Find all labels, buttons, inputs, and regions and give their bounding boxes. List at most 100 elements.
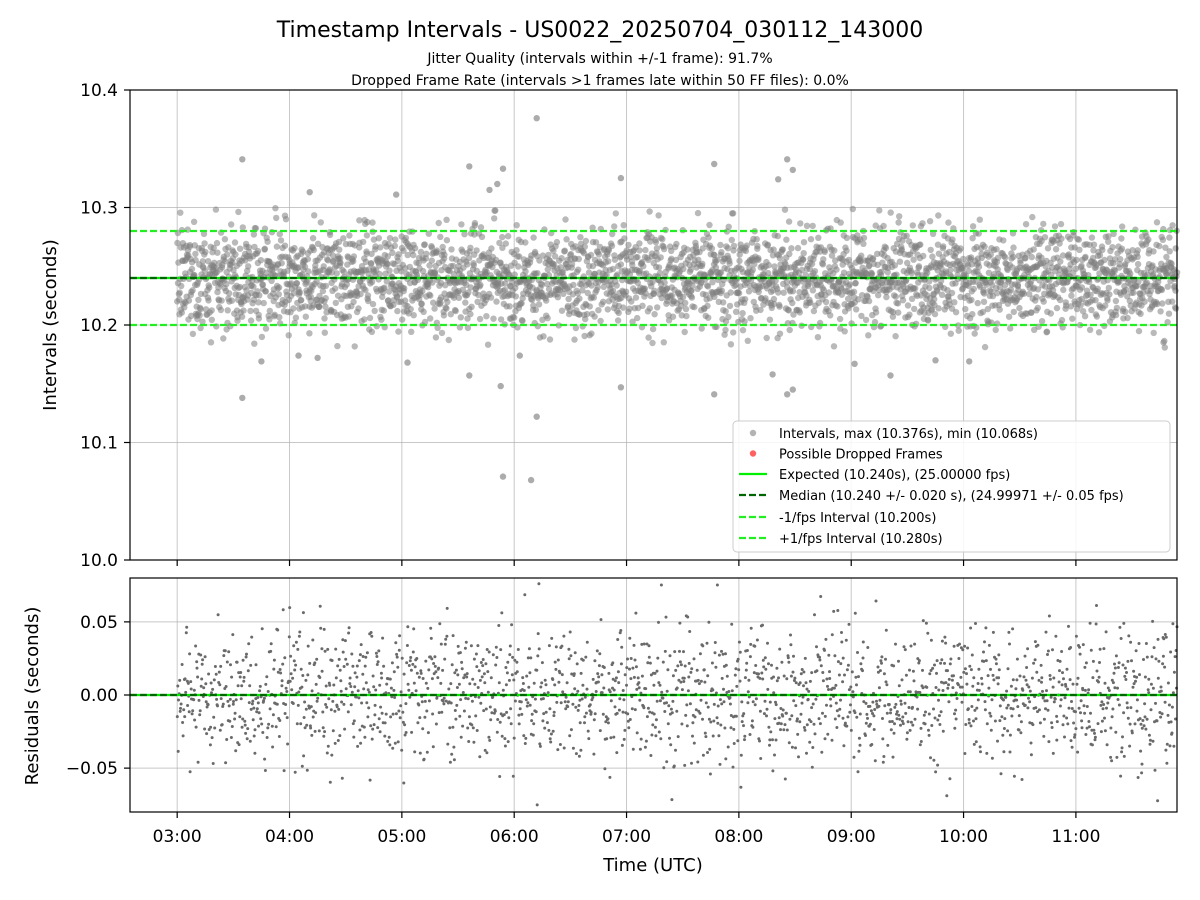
residual-point xyxy=(1037,678,1041,682)
residual-point xyxy=(898,717,902,721)
residual-point xyxy=(341,650,345,654)
interval-point xyxy=(682,299,689,307)
residual-point xyxy=(281,608,285,612)
residual-point xyxy=(259,717,263,721)
residual-point xyxy=(200,677,204,681)
interval-point xyxy=(605,258,612,265)
residual-point xyxy=(532,722,536,726)
interval-point xyxy=(1117,256,1124,263)
interval-point xyxy=(247,307,254,315)
residual-point xyxy=(1044,630,1048,634)
residual-point xyxy=(802,684,805,688)
interval-point xyxy=(191,272,198,279)
residual-point xyxy=(569,728,573,732)
residual-point xyxy=(625,683,628,687)
residual-point xyxy=(941,729,945,733)
residual-point xyxy=(391,746,395,750)
residual-point xyxy=(260,627,264,631)
residual-point xyxy=(281,662,285,666)
residual-point xyxy=(948,662,952,666)
residual-point xyxy=(456,644,460,648)
residual-point xyxy=(402,781,406,785)
residual-point xyxy=(426,686,430,690)
residual-point xyxy=(216,613,220,617)
residual-point xyxy=(858,712,862,716)
legend-plus-fps-label: +1/fps Interval (10.280s) xyxy=(779,532,943,547)
residual-point xyxy=(861,640,865,644)
residual-point xyxy=(946,669,949,673)
interval-point xyxy=(750,298,757,306)
interval-point xyxy=(522,239,529,246)
residual-point xyxy=(615,751,619,755)
interval-point xyxy=(1158,286,1166,294)
residual-point xyxy=(263,757,267,761)
interval-point xyxy=(410,312,417,319)
residual-point xyxy=(779,722,783,726)
residual-point xyxy=(990,698,994,702)
interval-point xyxy=(654,304,661,311)
interval-point xyxy=(1087,291,1094,299)
residual-point xyxy=(494,645,498,649)
interval-point xyxy=(468,303,475,310)
interval-point xyxy=(268,277,275,285)
interval-point xyxy=(464,261,471,268)
interval-point xyxy=(971,330,978,337)
residual-point xyxy=(780,660,784,664)
residual-point xyxy=(178,709,182,713)
residual-point xyxy=(195,660,199,664)
residual-point xyxy=(611,661,615,665)
interval-point xyxy=(530,234,537,241)
residual-point xyxy=(661,660,665,664)
interval-point xyxy=(1105,233,1112,240)
residual-point xyxy=(601,712,605,716)
residual-point xyxy=(406,682,410,686)
residual-point xyxy=(602,686,606,690)
residual-point xyxy=(844,638,848,642)
interval-point xyxy=(1057,220,1065,228)
interval-point xyxy=(431,305,438,312)
residual-point xyxy=(472,657,476,661)
residual-point xyxy=(724,757,728,761)
residual-point xyxy=(683,664,687,668)
residual-point xyxy=(715,716,719,720)
interval-point xyxy=(735,290,743,297)
interval-point xyxy=(236,283,244,291)
residual-point xyxy=(1035,670,1039,674)
interval-point xyxy=(546,336,554,343)
residual-point xyxy=(212,715,216,719)
interval-point xyxy=(1122,308,1129,316)
residual-point xyxy=(232,700,235,703)
residual-point xyxy=(574,705,578,709)
interval-point xyxy=(496,239,503,247)
interval-point xyxy=(698,325,705,332)
residual-point xyxy=(884,628,888,632)
residual-point xyxy=(805,723,809,727)
residual-point xyxy=(847,688,851,692)
residual-point xyxy=(648,710,652,714)
residual-point xyxy=(519,700,523,704)
interval-point xyxy=(785,307,792,314)
residual-point xyxy=(827,688,830,691)
residual-point xyxy=(968,664,972,668)
residual-point xyxy=(176,749,180,753)
residual-point xyxy=(397,648,401,652)
residual-point xyxy=(1016,705,1020,709)
interval-point xyxy=(235,208,242,216)
interval-point xyxy=(351,343,358,350)
interval-point xyxy=(926,284,933,292)
interval-point xyxy=(1172,305,1180,312)
interval-point xyxy=(822,298,830,306)
interval-point xyxy=(515,263,522,270)
residual-point xyxy=(277,735,281,738)
residual-point xyxy=(628,718,632,721)
interval-point xyxy=(450,294,458,301)
residual-point xyxy=(296,647,300,651)
interval-point xyxy=(1157,308,1164,315)
interval-point xyxy=(585,269,593,276)
residual-point xyxy=(464,696,468,700)
interval-outlier-point xyxy=(784,391,791,398)
residual-point xyxy=(761,677,765,681)
residual-point xyxy=(900,678,904,682)
residual-point xyxy=(629,657,633,660)
residual-point xyxy=(611,677,615,681)
